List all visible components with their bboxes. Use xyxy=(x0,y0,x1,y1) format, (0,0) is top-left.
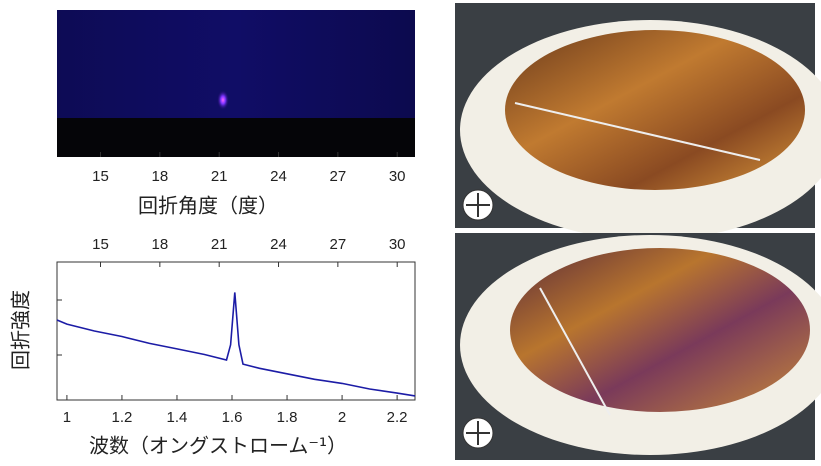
x-tick-label: 15 xyxy=(92,168,109,185)
x-tick-label: 30 xyxy=(389,168,406,185)
x-tick-label: 21 xyxy=(211,236,228,253)
x-tick-label: 1.2 xyxy=(112,409,133,426)
x-tick-label: 18 xyxy=(152,168,169,185)
plot-frame xyxy=(57,262,415,400)
x-axis-label: 回折角度（度） xyxy=(138,194,278,218)
y-axis-label: 回折強度 xyxy=(9,290,33,370)
x-tick-label: 21 xyxy=(211,168,228,185)
photo-top xyxy=(455,3,821,240)
detector-image xyxy=(57,10,415,118)
x-tick-label: 24 xyxy=(270,236,287,253)
x-tick-label: 1.8 xyxy=(277,409,298,426)
x-tick-label: 27 xyxy=(330,168,347,185)
x-tick-label: 2 xyxy=(338,409,346,426)
x-tick-label: 1.4 xyxy=(167,409,188,426)
x-tick-label: 2.2 xyxy=(387,409,408,426)
x-tick-label: 1.6 xyxy=(222,409,243,426)
x-tick-label: 27 xyxy=(330,236,347,253)
x-tick-label: 30 xyxy=(389,236,406,253)
x-tick-label: 1 xyxy=(63,409,71,426)
diffraction-spot xyxy=(217,90,229,110)
x-tick-label: 15 xyxy=(92,236,109,253)
figure: 回折角度（度） 波数（オングストローム⁻¹） 回折強度 151821242730… xyxy=(0,0,821,466)
photo-bottom xyxy=(455,233,821,460)
x-tick-label: 18 xyxy=(152,236,169,253)
x-axis-label: 波数（オングストローム⁻¹） xyxy=(89,434,347,458)
detector-shadow xyxy=(57,118,415,157)
x-tick-label: 24 xyxy=(270,168,287,185)
